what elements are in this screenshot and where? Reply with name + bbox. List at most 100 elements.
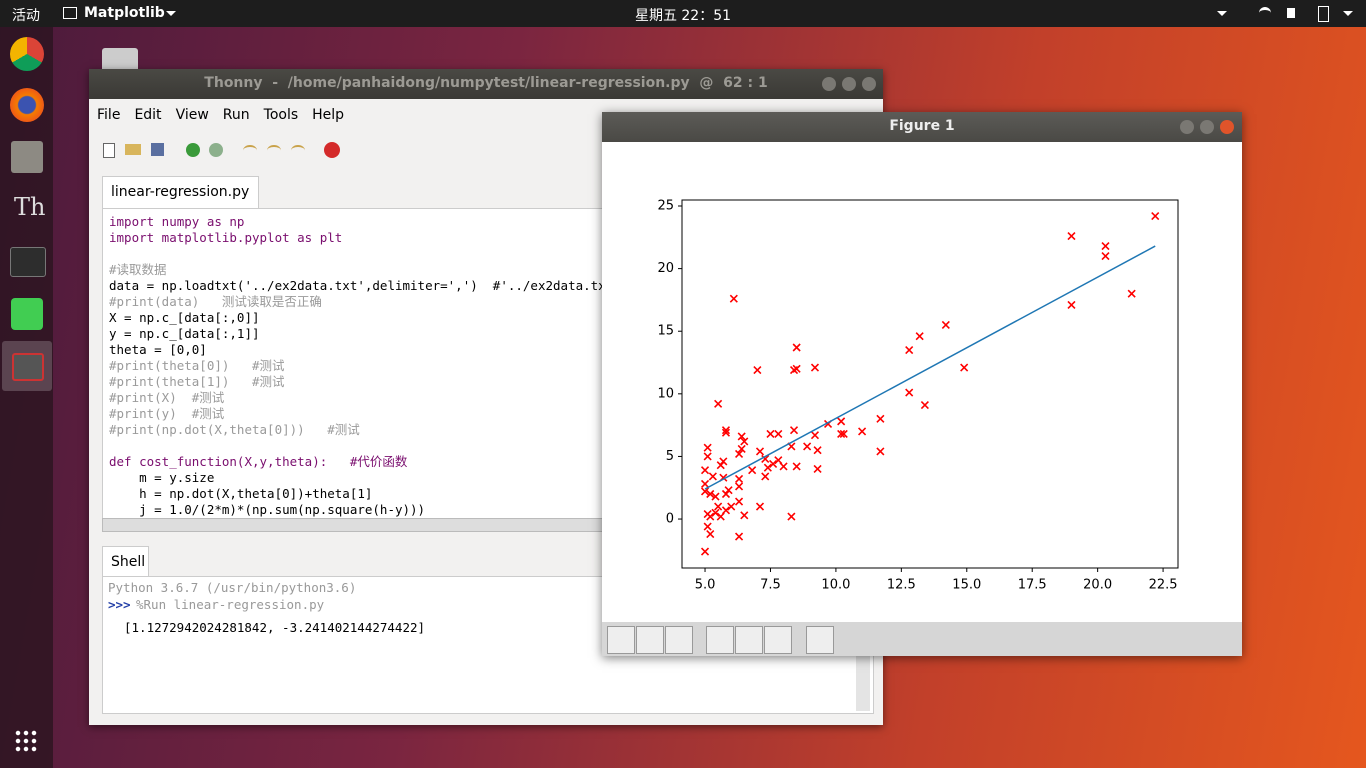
scatter-marker xyxy=(792,462,801,471)
y-tick-label: 20 xyxy=(657,261,674,276)
step-over-button[interactable] xyxy=(243,145,257,156)
shell-output: [1.1272942024281842, -3.241402144274422] xyxy=(124,620,426,635)
window-title: Figure 1 xyxy=(889,118,955,134)
volume-icon[interactable] xyxy=(1287,8,1295,18)
home-button[interactable] xyxy=(607,626,635,654)
close-button[interactable] xyxy=(862,77,876,91)
code-line: #读取数据 xyxy=(109,262,167,277)
step-into-button[interactable] xyxy=(267,145,281,156)
menu-item[interactable]: Tools xyxy=(263,107,299,123)
activities[interactable]: 活动 xyxy=(12,8,40,24)
clock[interactable]: 星期五 22：51 xyxy=(634,8,732,24)
save-figure-button[interactable] xyxy=(806,626,834,654)
back-button[interactable] xyxy=(636,626,664,654)
app-grid[interactable] xyxy=(14,729,38,753)
run-button[interactable] xyxy=(186,143,200,157)
scatter-marker xyxy=(915,332,924,341)
scatter-marker xyxy=(813,464,822,474)
scatter-marker xyxy=(787,512,796,521)
chrome-icon[interactable] xyxy=(10,37,44,71)
scatter-marker xyxy=(706,489,715,499)
minimize-button[interactable] xyxy=(1180,120,1194,134)
code-line: m = y.size xyxy=(109,470,215,485)
scatter-marker xyxy=(1127,289,1136,298)
editor-tab[interactable]: linear-regression.py xyxy=(102,176,259,208)
thonny-icon[interactable]: Th xyxy=(14,193,46,221)
debug-button[interactable] xyxy=(209,143,223,157)
menu-item[interactable]: Help xyxy=(312,107,345,123)
x-tick-label: 22.5 xyxy=(1149,578,1178,593)
wifi-icon[interactable] xyxy=(1259,7,1271,22)
chart: 5.0 7.5 10.0 12.5 15.0 17.5 20.0 22.5 0 5 10 15 20 25 xyxy=(657,199,1179,593)
scatter-marker xyxy=(727,502,736,511)
shell-tab[interactable]: Shell xyxy=(102,546,149,577)
scatter-marker xyxy=(755,502,765,511)
scatter-marker xyxy=(941,320,950,330)
new-button[interactable] xyxy=(103,143,115,158)
forward-button[interactable] xyxy=(665,626,693,654)
menu-item[interactable]: Edit xyxy=(134,107,162,123)
scatter-marker xyxy=(703,452,712,461)
top-bar: 活动 Matplotlib 星期五 22：51 xyxy=(0,0,1366,27)
figure-toolbar xyxy=(602,622,1242,656)
code-line: #print(X) #测试 xyxy=(109,390,225,405)
scatter-marker xyxy=(803,442,812,451)
tab-label: linear-regression.py xyxy=(111,184,250,200)
step-out-button[interactable] xyxy=(291,145,305,156)
y-tick-label: 10 xyxy=(657,386,674,401)
terminal-icon[interactable] xyxy=(10,247,46,277)
scatter-marker xyxy=(737,444,746,453)
qt-icon[interactable] xyxy=(11,298,43,330)
maximize-button[interactable] xyxy=(1200,120,1214,134)
stop-button[interactable] xyxy=(324,142,340,158)
close-button[interactable] xyxy=(1220,120,1234,134)
code-line: j = 1.0/(2*m)*(np.sum(np.square(h-y))) xyxy=(109,502,426,517)
code-line: def cost_function(X,y,theta): #代价函数 xyxy=(109,454,408,469)
code-line: #print(theta[1]) #测试 xyxy=(109,374,285,389)
scatter-marker xyxy=(810,363,820,372)
open-button[interactable] xyxy=(125,144,141,155)
code-line: #print(data) 测试读取是否正确 xyxy=(109,294,322,309)
figure-window: Figure 1 5.0 7.5 10.0 12.5 15.0 17.5 20.0 22.5 0… xyxy=(602,112,1242,656)
app-menu[interactable]: Matplotlib xyxy=(84,5,165,21)
code-line: X = np.c_[data[:,0]] xyxy=(109,310,260,325)
save-button[interactable] xyxy=(151,143,164,156)
trash-icon[interactable] xyxy=(102,48,138,70)
menu-bar: File Edit View Run Tools Help xyxy=(97,107,358,123)
scatter-marker xyxy=(700,487,710,496)
figure-icon[interactable] xyxy=(12,353,44,381)
code-line: theta = [0,0] xyxy=(109,342,207,357)
status-arrow xyxy=(1217,11,1227,21)
app-menu-arrow xyxy=(166,11,176,21)
scatter-marker xyxy=(703,443,712,452)
menu-item[interactable]: Run xyxy=(222,107,250,123)
firefox-icon[interactable] xyxy=(10,88,44,122)
scatter-marker xyxy=(792,364,801,373)
configure-button[interactable] xyxy=(764,626,792,654)
x-tick-label: 15.0 xyxy=(952,578,981,593)
code-line: import numpy as np xyxy=(109,214,245,229)
code-line: h = np.dot(X,theta[0])+theta[1] xyxy=(109,486,373,501)
scatter-marker xyxy=(748,466,757,475)
zoom-button[interactable] xyxy=(735,626,763,654)
shell-prompt: >>> xyxy=(108,597,131,612)
scatter-marker xyxy=(740,511,749,520)
y-tick-label: 0 xyxy=(666,512,674,527)
menu-item[interactable]: View xyxy=(175,107,209,123)
scatter-marker xyxy=(711,508,720,517)
x-tick-label: 5.0 xyxy=(695,578,716,593)
menu-item[interactable]: File xyxy=(97,107,121,123)
scatter-marker xyxy=(703,522,712,531)
toolbar xyxy=(103,141,343,159)
maximize-button[interactable] xyxy=(842,77,856,91)
minimize-button[interactable] xyxy=(822,77,836,91)
files-icon[interactable] xyxy=(11,141,43,173)
code-line: y = np.c_[data[:,1]] xyxy=(109,326,260,341)
battery-icon[interactable] xyxy=(1318,6,1329,22)
window-title: Thonny - /home/panhaidong/numpytest/line… xyxy=(204,75,768,91)
shell-tab-label: Shell xyxy=(111,554,146,570)
scatter-marker xyxy=(837,429,846,438)
pan-button[interactable] xyxy=(706,626,734,654)
scatter-marker xyxy=(1101,252,1110,261)
x-tick-label: 7.5 xyxy=(760,578,781,593)
